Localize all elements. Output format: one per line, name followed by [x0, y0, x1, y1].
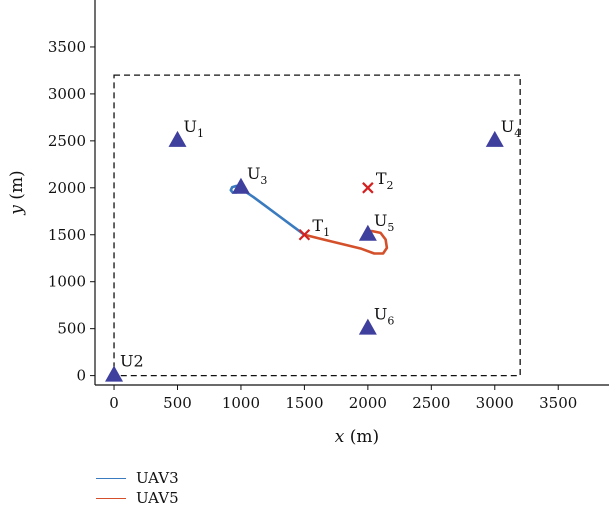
legend-label-uav5: UAV5: [136, 489, 179, 507]
point-label: U2: [120, 352, 144, 371]
target-marker-t2: [362, 182, 374, 194]
trajectory-uav5: [303, 229, 389, 255]
legend-item-uav5: UAV5: [96, 488, 179, 508]
x-tick-label: 3000: [476, 394, 514, 412]
x-tick-label: 2500: [412, 394, 450, 412]
user-marker-u5: [358, 224, 377, 241]
x-axis-label: x (m): [335, 427, 379, 447]
point-label: U1: [183, 117, 203, 140]
y-tick-label: 500: [57, 320, 86, 338]
point-label: U4: [501, 117, 521, 140]
legend-swatch-uav3: [96, 477, 126, 479]
legend: UAV3 UAV5: [96, 468, 179, 508]
legend-label-uav3: UAV3: [136, 469, 179, 487]
point-label: U3: [247, 164, 267, 187]
x-tick-label: 3500: [539, 394, 577, 412]
target-marker-t1: [298, 228, 311, 241]
x-axis-label-unit: (m): [344, 427, 379, 447]
y-axis-label: y (m): [7, 170, 27, 215]
user-marker-u6: [358, 318, 377, 335]
legend-item-uav3: UAV3: [96, 468, 179, 488]
user-marker-u4: [485, 130, 504, 147]
y-tick-label: 1500: [48, 226, 86, 244]
y-axis-label-unit: (m): [7, 170, 27, 205]
y-tick-label: 0: [76, 367, 86, 385]
y-tick-label: 3500: [48, 38, 86, 56]
x-axis-label-var: x: [335, 427, 345, 447]
y-tick-label: 3000: [48, 85, 86, 103]
y-tick-label: 2500: [48, 132, 86, 150]
tick-labels: 0 500 1000 1500 2000 2500 3000 3500 0 500 1000 1500…: [48, 38, 578, 412]
axes: [94, 0, 609, 386]
y-tick-label: 1000: [48, 273, 86, 291]
y-axis-label-var: y: [7, 205, 27, 216]
point-label: U5: [374, 211, 394, 234]
uav-trajectories: [229, 184, 389, 255]
x-tick-label: 0: [109, 394, 119, 412]
markers: U1 U2 U3 U4 U5 U6 T1 T2: [105, 117, 521, 382]
point-label: U6: [374, 305, 394, 328]
user-marker-u1: [168, 130, 187, 147]
x-tick-label: 500: [163, 394, 192, 412]
user-marker-u2: [105, 365, 124, 382]
point-label: T2: [376, 169, 394, 192]
legend-swatch-uav5: [96, 497, 126, 499]
x-tick-label: 1500: [285, 394, 323, 412]
user-marker-u3: [231, 177, 250, 194]
area-boundary: [113, 74, 521, 377]
x-tick-label: 1000: [222, 394, 260, 412]
point-label: T1: [312, 216, 330, 239]
x-tick-label: 2000: [349, 394, 387, 412]
y-tick-label: 2000: [48, 179, 86, 197]
